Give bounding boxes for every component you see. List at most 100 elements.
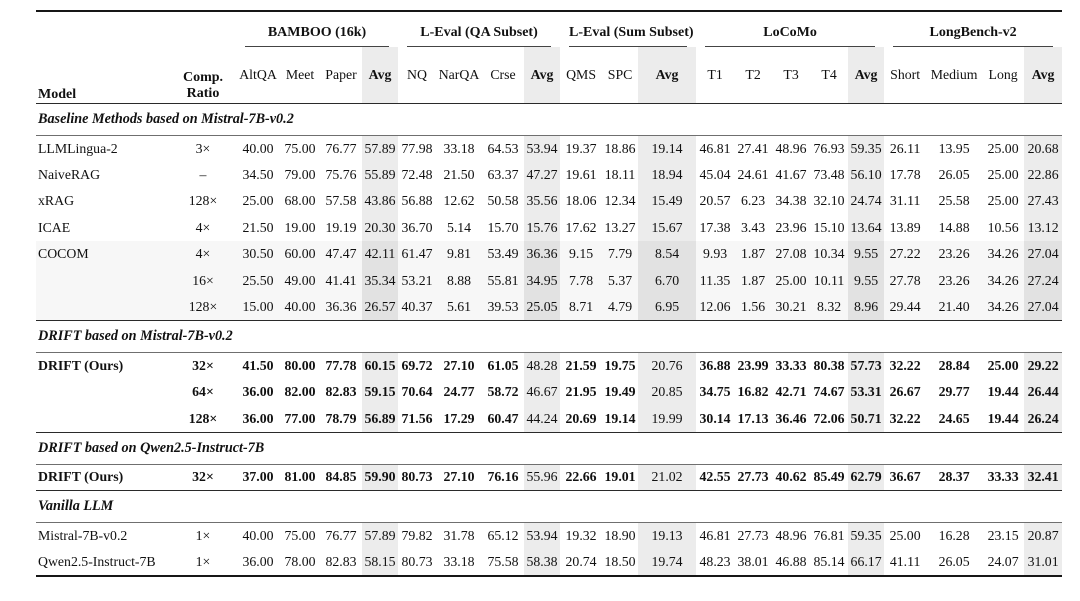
section-title: DRIFT based on Mistral-7B-v0.2 — [36, 320, 1063, 353]
value-cell: 40.37 — [401, 299, 433, 314]
value-cell: 34.26 — [987, 299, 1019, 314]
value-cell: 19.14 — [638, 135, 697, 162]
value-cell: 40.00 — [284, 299, 316, 314]
value-cell: 15.67 — [638, 214, 697, 241]
value-cell: 59.15 — [362, 379, 399, 406]
value-cell: 36.70 — [401, 219, 433, 235]
value-cell: 18.94 — [638, 161, 697, 188]
value-cell: 53.31 — [848, 379, 885, 406]
value-cell: 20.30 — [362, 214, 399, 241]
table-row: xRAG 128× 25.00 68.00 57.58 43.86 56.88 12.62 50… — [36, 188, 1063, 215]
value-cell: 20.74 — [565, 553, 597, 569]
value-cell: 11.35 — [699, 272, 731, 288]
value-cell: 40.62 — [775, 469, 807, 485]
value-cell: 31.78 — [443, 528, 475, 543]
group-header-1: BAMBOO (16k) — [236, 11, 398, 47]
value-cell: 75.00 — [284, 140, 316, 156]
model-cell: DRIFT (Ours) — [38, 358, 124, 373]
value-cell: 18.11 — [604, 166, 636, 182]
value-cell: 16.82 — [737, 384, 769, 400]
section-header-row: DRIFT based on Mistral-7B-v0.2 — [36, 320, 1063, 353]
value-cell: 20.87 — [1024, 522, 1063, 549]
value-cell: 19.44 — [987, 384, 1019, 400]
value-cell: 25.00 — [987, 358, 1019, 373]
value-cell: 9.81 — [446, 246, 472, 262]
value-cell: 69.72 — [401, 358, 433, 373]
value-cell: 18.90 — [604, 528, 636, 543]
value-cell: 41.11 — [889, 553, 921, 569]
col-header-long: Long — [988, 66, 1018, 82]
value-cell: 24.07 — [987, 553, 1019, 569]
value-cell: 46.81 — [699, 140, 731, 156]
value-cell: 26.44 — [1024, 379, 1063, 406]
value-cell: 30.21 — [775, 299, 807, 314]
paper-page: Model Comp. Ratio BAMBOO (16k) L-Eval (QA S… — [36, 10, 1063, 577]
value-cell: 33.18 — [443, 140, 475, 156]
value-cell: 3.43 — [740, 219, 766, 235]
value-cell: 26.57 — [362, 294, 399, 321]
value-cell: 19.14 — [604, 410, 636, 426]
value-cell: 58.72 — [487, 384, 519, 400]
value-cell: 37.00 — [242, 469, 274, 485]
value-cell: 65.12 — [487, 528, 519, 543]
col-header-comp-ratio: Comp. Ratio — [182, 70, 224, 102]
value-cell: 74.67 — [813, 384, 845, 400]
value-cell: 80.73 — [401, 469, 433, 485]
value-cell: 20.76 — [638, 352, 697, 379]
value-cell: 27.10 — [443, 358, 475, 373]
value-cell: 33.18 — [443, 553, 475, 569]
value-cell: 36.00 — [242, 384, 274, 400]
col-header-nq: NQ — [407, 66, 427, 82]
value-cell: 17.62 — [565, 219, 597, 235]
value-cell: 19.19 — [325, 219, 357, 235]
value-cell: 8.71 — [568, 299, 594, 314]
value-cell: 79.82 — [401, 528, 433, 543]
value-cell: 56.88 — [401, 193, 433, 209]
value-cell: 27.08 — [775, 246, 807, 262]
value-cell: 53.21 — [401, 272, 433, 288]
value-cell: 78.00 — [284, 553, 316, 569]
value-cell: 12.62 — [443, 193, 475, 209]
group-header-label: L-Eval (QA Subset) — [407, 25, 552, 47]
value-cell: 17.78 — [889, 166, 921, 182]
value-cell: 24.74 — [848, 188, 885, 215]
group-header-4: LoCoMo — [696, 11, 884, 47]
value-cell: 34.38 — [775, 193, 807, 209]
value-cell: 55.96 — [524, 464, 561, 491]
value-cell: 15.76 — [524, 214, 561, 241]
value-cell: 21.59 — [565, 358, 597, 373]
benchmark-results-table: Model Comp. Ratio BAMBOO (16k) L-Eval (QA S… — [36, 10, 1063, 577]
value-cell: 23.26 — [938, 272, 970, 288]
value-cell: 24.77 — [443, 384, 475, 400]
value-cell: 73.48 — [813, 166, 845, 182]
value-cell: 53.94 — [524, 522, 561, 549]
value-cell: 10.34 — [813, 246, 845, 262]
value-cell: 32.10 — [813, 193, 845, 209]
group-header-label: LoCoMo — [705, 25, 876, 47]
value-cell: 16.28 — [938, 528, 970, 543]
value-cell: 25.00 — [775, 272, 807, 288]
col-header-short: Short — [890, 66, 921, 82]
value-cell: 10.56 — [987, 219, 1019, 235]
value-cell: 5.14 — [446, 219, 472, 235]
value-cell: 29.22 — [1024, 352, 1063, 379]
value-cell: 66.17 — [848, 549, 885, 576]
value-cell: 27.04 — [1024, 241, 1063, 268]
section-header-row: Vanilla LLM — [36, 490, 1063, 523]
value-cell: 75.58 — [487, 553, 519, 569]
col-header-crse: Crse — [490, 66, 516, 82]
value-cell: 19.32 — [565, 528, 597, 543]
value-cell: 18.50 — [604, 553, 636, 569]
value-cell: 19.44 — [987, 410, 1019, 426]
col-header-avg: Avg — [362, 47, 399, 103]
group-header-label: BAMBOO (16k) — [245, 25, 390, 47]
table-row: Mistral-7B-v0.2 1× 40.00 75.00 76.77 57.89 79.… — [36, 522, 1063, 549]
value-cell: 7.78 — [568, 272, 594, 288]
value-cell: 4.79 — [607, 299, 633, 314]
value-cell: 34.26 — [987, 246, 1019, 262]
ratio-cell: 4× — [195, 219, 211, 235]
group-header-label: LongBench-v2 — [893, 25, 1054, 47]
value-cell: 19.99 — [638, 405, 697, 432]
value-cell: 8.96 — [848, 294, 885, 321]
section-title: Baseline Methods based on Mistral-7B-v0.… — [36, 102, 1063, 136]
